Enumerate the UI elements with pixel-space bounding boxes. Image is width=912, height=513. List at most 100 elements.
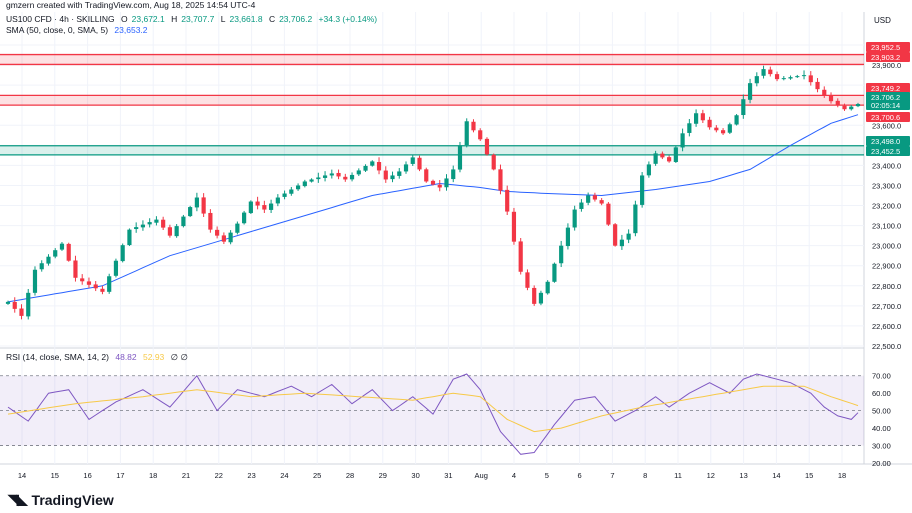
- candle[interactable]: [464, 118, 469, 148]
- main-plot-area[interactable]: [0, 12, 864, 348]
- candle[interactable]: [437, 179, 442, 192]
- candle[interactable]: [181, 214, 186, 228]
- candle[interactable]: [707, 116, 712, 130]
- candle[interactable]: [397, 168, 402, 179]
- candle[interactable]: [538, 290, 544, 306]
- candle[interactable]: [687, 118, 692, 137]
- candle[interactable]: [781, 76, 786, 81]
- candle[interactable]: [828, 92, 834, 104]
- candle[interactable]: [235, 221, 240, 235]
- candle[interactable]: [221, 232, 226, 245]
- candle[interactable]: [788, 75, 793, 80]
- candle[interactable]: [127, 228, 132, 247]
- candle[interactable]: [53, 248, 58, 259]
- candle[interactable]: [255, 196, 260, 210]
- candle[interactable]: [107, 273, 112, 294]
- candle[interactable]: [329, 169, 334, 179]
- candle[interactable]: [761, 65, 766, 79]
- candle[interactable]: [855, 102, 861, 108]
- candle[interactable]: [754, 72, 759, 87]
- candle[interactable]: [640, 172, 645, 208]
- candle[interactable]: [484, 137, 490, 156]
- candle[interactable]: [113, 258, 119, 278]
- candle[interactable]: [599, 198, 604, 206]
- candle[interactable]: [545, 280, 550, 295]
- candle[interactable]: [720, 128, 726, 135]
- candle[interactable]: [795, 74, 800, 78]
- candle[interactable]: [208, 209, 213, 233]
- candle[interactable]: [660, 151, 665, 160]
- candle[interactable]: [572, 205, 577, 231]
- candle[interactable]: [188, 205, 193, 218]
- candle[interactable]: [147, 218, 152, 228]
- candle[interactable]: [653, 150, 658, 166]
- candle[interactable]: [747, 78, 753, 104]
- candle[interactable]: [626, 229, 631, 244]
- candle[interactable]: [606, 202, 611, 226]
- candle[interactable]: [32, 266, 38, 296]
- candle[interactable]: [363, 164, 368, 172]
- candle[interactable]: [120, 243, 125, 263]
- candle[interactable]: [586, 192, 591, 206]
- candle[interactable]: [356, 168, 361, 177]
- candle[interactable]: [86, 277, 92, 288]
- candle[interactable]: [295, 183, 301, 191]
- candle[interactable]: [478, 128, 483, 142]
- candle[interactable]: [673, 146, 678, 163]
- candlestick-series[interactable]: [5, 65, 861, 320]
- candle[interactable]: [822, 86, 827, 98]
- sma-legend[interactable]: SMA (50, close, 0, SMA, 5) 23,653.2: [6, 25, 152, 35]
- candle[interactable]: [167, 224, 172, 238]
- candle[interactable]: [289, 186, 294, 196]
- candle[interactable]: [815, 78, 820, 93]
- candle[interactable]: [505, 185, 510, 216]
- candle[interactable]: [680, 128, 685, 152]
- candle[interactable]: [498, 164, 503, 195]
- rsi-legend[interactable]: RSI (14, close, SMA, 14, 2) 48.82 52.93 …: [6, 352, 192, 363]
- candle[interactable]: [80, 274, 85, 285]
- candle[interactable]: [646, 161, 651, 178]
- candle[interactable]: [565, 223, 571, 250]
- candle[interactable]: [134, 222, 139, 233]
- candle[interactable]: [633, 200, 638, 237]
- candle[interactable]: [619, 234, 624, 250]
- candle[interactable]: [93, 281, 98, 292]
- candle[interactable]: [403, 161, 409, 174]
- candle[interactable]: [66, 242, 71, 262]
- candle[interactable]: [154, 216, 159, 226]
- candle[interactable]: [849, 104, 854, 111]
- candle[interactable]: [714, 125, 719, 133]
- candle[interactable]: [808, 71, 813, 86]
- candle[interactable]: [430, 179, 436, 186]
- symbol-legend[interactable]: US100 CFD · 4h · SKILLING O 23,672.1 H 23,…: [6, 14, 381, 24]
- candle[interactable]: [302, 179, 307, 188]
- candle[interactable]: [518, 238, 523, 275]
- candle[interactable]: [700, 109, 705, 124]
- candle[interactable]: [768, 66, 773, 77]
- candle[interactable]: [73, 255, 78, 282]
- candle[interactable]: [383, 166, 388, 183]
- candle[interactable]: [275, 194, 280, 207]
- candle[interactable]: [309, 178, 314, 183]
- candle[interactable]: [741, 94, 746, 119]
- candle[interactable]: [471, 119, 476, 133]
- candle[interactable]: [667, 155, 672, 163]
- candle[interactable]: [457, 141, 463, 173]
- candle[interactable]: [19, 304, 24, 320]
- candle[interactable]: [322, 171, 328, 182]
- candle[interactable]: [174, 224, 179, 238]
- tradingview-brand[interactable]: ◥◣ TradingView: [8, 491, 114, 508]
- candle[interactable]: [592, 192, 597, 202]
- candle[interactable]: [532, 285, 537, 306]
- symbol-name[interactable]: US100 CFD · 4h · SKILLING: [6, 14, 115, 24]
- candle[interactable]: [26, 288, 31, 320]
- candle[interactable]: [248, 200, 253, 215]
- candle[interactable]: [282, 190, 287, 200]
- candle[interactable]: [559, 240, 564, 268]
- candle[interactable]: [835, 98, 840, 108]
- candle[interactable]: [410, 154, 415, 166]
- candle[interactable]: [613, 223, 618, 247]
- candle[interactable]: [525, 269, 530, 291]
- candle[interactable]: [390, 171, 395, 183]
